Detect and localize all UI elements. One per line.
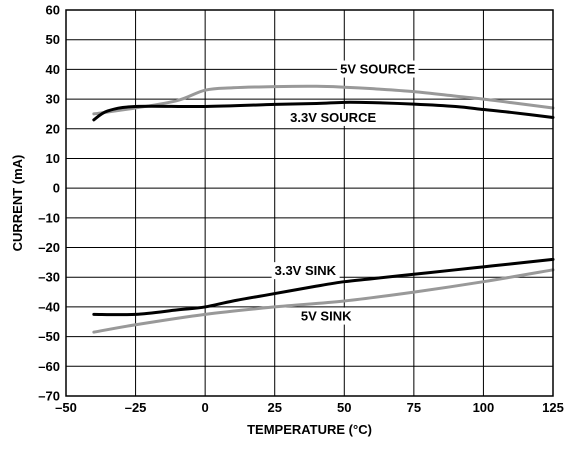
series-line-5v-sink [92, 268, 555, 334]
y-tick-label: 0 [53, 181, 60, 196]
series-line-5v-source [92, 84, 555, 116]
y-tick-label: 40 [46, 62, 60, 77]
y-tick-label: 30 [46, 92, 60, 107]
series-line-3-3v-sink [92, 257, 555, 317]
series-label: 3.3V SINK [275, 263, 337, 278]
series-label-background [297, 307, 356, 325]
x-tick-label: –25 [125, 400, 147, 415]
y-tick-label: –50 [38, 329, 60, 344]
plot-frame [65, 9, 554, 397]
x-tick-label: –50 [55, 400, 77, 415]
x-tick-label: 25 [267, 400, 281, 415]
y-tick-label: –70 [38, 389, 60, 404]
x-tick-label: 75 [407, 400, 421, 415]
series-label: 5V SOURCE [340, 62, 415, 77]
y-tick-label: –10 [38, 210, 60, 225]
tick-label-layer: –50 –25 0 25 50 75 100 1256050403020100–10–20–3… [38, 3, 564, 416]
series-label: 5V SINK [301, 309, 352, 324]
y-tick-label: –20 [38, 240, 60, 255]
series-label-background [337, 60, 419, 78]
x-axis-title: TEMPERATURE (°C) [247, 422, 372, 437]
y-tick-label: –40 [38, 299, 60, 314]
x-tick-label: 50 [337, 400, 351, 415]
y-tick-label: 10 [46, 151, 60, 166]
x-tick-label: 125 [542, 400, 564, 415]
series-label-background [287, 108, 380, 126]
x-tick-label: 100 [473, 400, 495, 415]
y-tick-label: 20 [46, 121, 60, 136]
y-tick-label: –60 [38, 359, 60, 374]
series-label: 3.3V SOURCE [290, 110, 376, 125]
y-axis-title: CURRENT (mA) [10, 155, 25, 252]
x-tick-label: 0 [202, 400, 209, 415]
series-layer [92, 84, 555, 334]
y-tick-label: 60 [46, 3, 60, 18]
series-line-3-3v-source [92, 100, 555, 122]
series-label-background [271, 262, 340, 280]
grid-layer [65, 9, 554, 397]
annotation-layer: 5V SOURCE 3.3V SOURCE 3.3V SINK 5V SINK [271, 60, 419, 325]
y-tick-label: 50 [46, 32, 60, 47]
y-tick-label: –30 [38, 270, 60, 285]
